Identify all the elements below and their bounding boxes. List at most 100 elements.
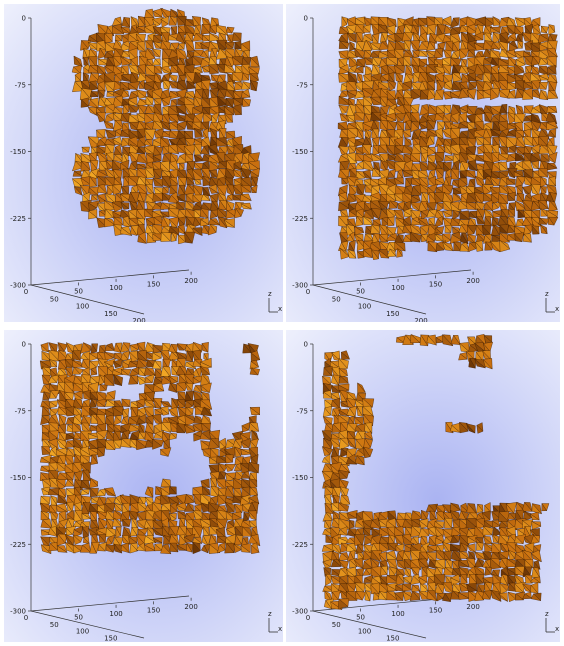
mesh-facet [444, 24, 453, 35]
mesh-facet [120, 113, 129, 123]
mesh-facet [209, 82, 219, 89]
mesh-facet [225, 131, 236, 139]
mesh-facet [420, 211, 428, 220]
mesh-facet [443, 49, 452, 58]
mesh-facet [337, 598, 349, 609]
mesh-facet [88, 107, 97, 116]
mesh-facet [48, 543, 59, 552]
mesh-facet [193, 154, 204, 163]
mesh-facet [410, 185, 422, 196]
mesh-facet [380, 159, 388, 172]
mesh-facet [362, 249, 373, 259]
mesh-facet [167, 208, 180, 218]
mesh-facet [538, 75, 550, 81]
mesh-facet [249, 406, 261, 415]
mesh-facet [514, 566, 527, 577]
mesh-panel-bottom-right: 0-75-150-225-30050100150200050100150200z… [286, 330, 560, 642]
mesh-facet [167, 113, 179, 123]
mesh-facet [88, 353, 98, 362]
mesh-facet [523, 135, 535, 147]
depth-tick-label: 150 [104, 310, 117, 318]
y-tick-label: -150 [10, 474, 26, 482]
mesh-facet [112, 440, 121, 449]
mesh-facet [475, 216, 486, 225]
mesh-facet [159, 407, 170, 416]
mesh-facet [441, 129, 454, 139]
mesh-facet [442, 504, 451, 514]
mesh-facet [449, 91, 462, 99]
mesh-facet [370, 112, 382, 121]
mesh-facet [192, 203, 204, 211]
mesh-facet [532, 89, 542, 99]
mesh-facet [338, 201, 350, 212]
mesh-facet [421, 152, 427, 163]
mesh-facet [322, 528, 334, 537]
depth-tick-label: 0 [24, 288, 28, 296]
mesh-facet [65, 367, 74, 378]
mesh-facet [226, 184, 234, 197]
mesh-facet [40, 465, 51, 473]
mesh-facet [161, 175, 171, 189]
mesh-facet [372, 145, 380, 156]
mesh-facet [508, 549, 516, 561]
mesh-facet [506, 234, 516, 241]
mesh-facet [379, 234, 389, 243]
mesh-facet [356, 184, 364, 196]
mesh-facet [466, 583, 478, 593]
y-tick-label: -150 [292, 474, 308, 482]
mesh-facet [394, 177, 405, 185]
x-tick-label: 50 [74, 287, 83, 295]
mesh-facet [168, 382, 178, 393]
mesh-facet [87, 433, 100, 440]
mesh-panel-top-left: 0 -75 -150 -225 -300 50 100 150 200 0 50 100 150 200 z… [4, 4, 283, 322]
mesh-facet [323, 519, 331, 530]
mesh-facet [458, 122, 470, 129]
mesh-facet [72, 382, 85, 392]
mesh-facet [144, 26, 155, 34]
mesh-facet [40, 415, 50, 426]
mesh-facet [402, 576, 411, 584]
mesh-facet [523, 175, 534, 187]
mesh-facet [71, 359, 84, 368]
mesh-facet [81, 359, 90, 370]
depth-tick-label: 50 [50, 621, 59, 629]
depth-tick-label: 100 [358, 303, 371, 311]
mesh-facet [418, 49, 428, 57]
mesh-facet [217, 544, 226, 554]
mesh-facet [191, 107, 204, 114]
mesh-facet [104, 344, 116, 352]
mesh-facet [548, 177, 557, 187]
mesh-facet [514, 17, 526, 28]
mesh-facet [508, 202, 515, 211]
mesh-facet [72, 422, 82, 433]
mesh-facet [387, 542, 398, 552]
mesh-facet [193, 385, 203, 394]
mesh-facet [507, 208, 516, 218]
mesh-facet [144, 39, 155, 50]
mesh-facet [474, 34, 484, 41]
mesh-facet [489, 106, 502, 115]
mesh-facet [338, 409, 349, 417]
mesh-facet [522, 81, 535, 89]
mesh-facet [232, 106, 243, 116]
mesh-facet [234, 534, 242, 546]
mesh-facet [65, 541, 76, 554]
mesh-facet [370, 224, 381, 234]
mesh-facet [517, 40, 523, 49]
mesh-facet [345, 591, 358, 601]
mesh-facet [249, 520, 258, 528]
mesh-facet [209, 210, 218, 219]
mesh-facet [442, 64, 451, 75]
mesh-facet [490, 87, 499, 101]
mesh-facet [192, 541, 201, 555]
mesh-facet [202, 526, 210, 536]
mesh-facet [514, 63, 525, 76]
mesh-facet [481, 184, 491, 195]
mesh-facet [185, 121, 197, 130]
mesh-facet [369, 42, 381, 51]
mesh-facet [72, 534, 82, 545]
mesh-facet [331, 352, 341, 361]
mesh-facet [506, 224, 515, 234]
mesh-facet [216, 74, 226, 83]
mesh-facet [466, 423, 476, 434]
